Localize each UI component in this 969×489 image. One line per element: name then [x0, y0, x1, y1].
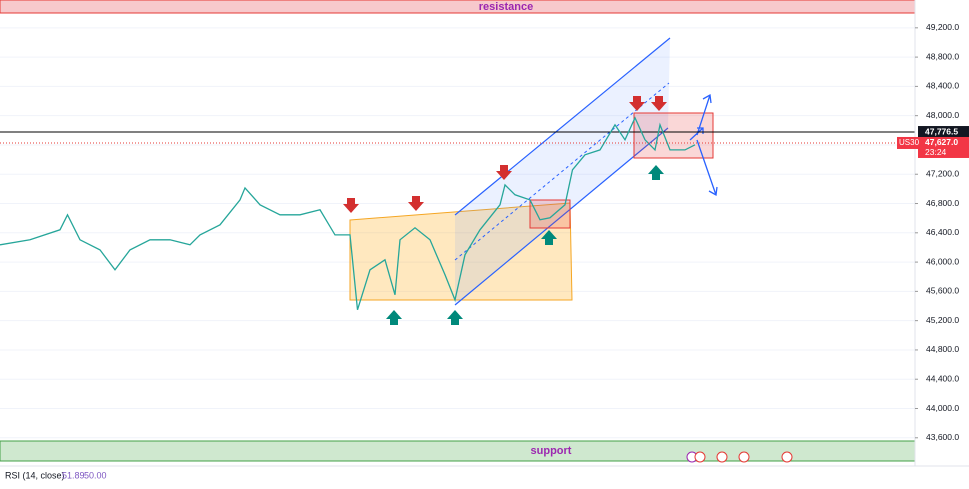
plot-bg [0, 0, 915, 489]
price-label: 47,776.5 [925, 126, 958, 136]
y-tick-label: 46,000.0 [926, 256, 959, 266]
y-tick-label: 45,600.0 [926, 286, 959, 296]
y-tick-label: 48,400.0 [926, 81, 959, 91]
y-tick-label: 46,400.0 [926, 227, 959, 237]
symbol-bg [897, 136, 918, 149]
indicator-value: 51.89 [62, 470, 85, 480]
event-icons [686, 451, 793, 463]
y-tick-label: 45,200.0 [926, 315, 959, 325]
channel-mid [454, 82, 670, 261]
y-tick-label: 43,600.0 [926, 432, 959, 442]
projection-arrows [689, 93, 718, 197]
countdown: 23:24 [925, 147, 947, 157]
indicator-level: 50.00 [84, 470, 107, 480]
support-zone [0, 440, 916, 462]
resistance-label: resistance [479, 1, 533, 13]
channel-lower [454, 127, 669, 306]
grid [0, 27, 915, 439]
y-tick-label: 47,200.0 [926, 168, 959, 178]
y-tick-label: 48,000.0 [926, 110, 959, 120]
y-tick-label: 46,800.0 [926, 198, 959, 208]
support-label: support [531, 445, 572, 457]
down-arrows [343, 96, 667, 213]
box [529, 199, 571, 229]
y-tick-label: 44,000.0 [926, 403, 959, 413]
price-line-series [0, 116, 696, 310]
symbol-label: US30 [899, 138, 920, 147]
y-tick-label: 44,800.0 [926, 344, 959, 354]
y-tick-label: 49,200.0 [926, 22, 959, 32]
y-tick-label: 44,400.0 [926, 373, 959, 383]
indicator-name: RSI (14, close) [5, 470, 65, 480]
last-price-label: 47,627.0 [925, 137, 958, 147]
up-arrows [386, 165, 664, 325]
price-label-bg [918, 126, 969, 139]
channel-upper [454, 37, 671, 216]
resistance-zone [0, 0, 916, 14]
y-tick-label: 48,800.0 [926, 51, 959, 61]
last-price-bg [918, 136, 969, 158]
